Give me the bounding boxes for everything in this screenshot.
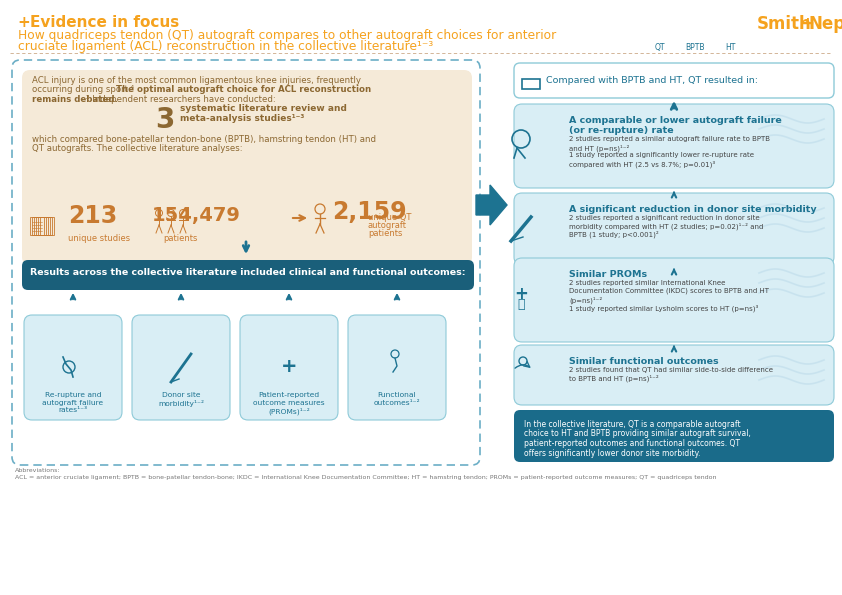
Text: 3: 3 [156, 107, 175, 134]
Text: ACL injury is one of the most common ligamentous knee injuries, frequently: ACL injury is one of the most common lig… [32, 76, 361, 85]
Text: morbidity compared with HT (2 studies; p=0.02)¹⁻² and: morbidity compared with HT (2 studies; p… [569, 223, 764, 230]
Text: Documentation Committee (IKDC) scores to BPTB and HT: Documentation Committee (IKDC) scores to… [569, 288, 769, 295]
Text: occurring during sport.⁴: occurring during sport.⁴ [32, 86, 137, 95]
Text: 👍: 👍 [517, 298, 525, 311]
Text: systematic literature review and: systematic literature review and [180, 104, 347, 114]
FancyBboxPatch shape [514, 193, 834, 265]
Text: A significant reduction in donor site morbidity: A significant reduction in donor site mo… [569, 205, 817, 214]
Text: HT: HT [725, 43, 735, 52]
Text: (p=ns)¹⁻²: (p=ns)¹⁻² [569, 296, 602, 303]
Text: which compared bone-patellar tendon-bone (BPTB), hamstring tendon (HT) and: which compared bone-patellar tendon-bone… [32, 135, 376, 144]
Text: In the collective literature, QT is a comparable autograft: In the collective literature, QT is a co… [524, 420, 741, 429]
Text: 2 studies reported a significant reduction in donor site: 2 studies reported a significant reducti… [569, 215, 759, 221]
FancyBboxPatch shape [22, 70, 472, 265]
Text: 2 studies reported similar International Knee: 2 studies reported similar International… [569, 280, 725, 286]
Text: Donor site
morbidity¹⁻²: Donor site morbidity¹⁻² [158, 392, 204, 407]
Text: Similar PROMs: Similar PROMs [569, 270, 647, 279]
Text: Similar functional outcomes: Similar functional outcomes [569, 357, 718, 366]
Text: 2 studies found that QT had similar side-to-side difference: 2 studies found that QT had similar side… [569, 367, 773, 373]
Text: choice to HT and BPTB providing similar autograft survival,: choice to HT and BPTB providing similar … [524, 430, 751, 439]
Text: Evidence in focus: Evidence in focus [30, 15, 179, 30]
Text: +: + [514, 285, 528, 303]
FancyBboxPatch shape [514, 63, 834, 98]
Text: Compared with BPTB and HT, QT resulted in:: Compared with BPTB and HT, QT resulted i… [546, 76, 758, 85]
Text: cruciate ligament (ACL) reconstruction in the collective literature¹⁻³: cruciate ligament (ACL) reconstruction i… [18, 40, 434, 53]
FancyBboxPatch shape [24, 315, 122, 420]
Text: compared with HT (2.5 vs 8.7%; p=0.01)³: compared with HT (2.5 vs 8.7%; p=0.01)³ [569, 160, 715, 168]
Text: QT autografts. The collective literature analyses:: QT autografts. The collective literature… [32, 145, 242, 154]
Text: to BPTB and HT (p=ns)¹⁻²: to BPTB and HT (p=ns)¹⁻² [569, 375, 658, 383]
Text: BPTB: BPTB [685, 43, 705, 52]
Text: Smith: Smith [757, 15, 812, 33]
Text: Abbreviations:: Abbreviations: [15, 468, 61, 473]
Text: unique QT: unique QT [368, 214, 412, 223]
Text: patient-reported outcomes and functional outcomes. QT: patient-reported outcomes and functional… [524, 439, 740, 448]
FancyBboxPatch shape [348, 315, 446, 420]
Text: The optimal autograft choice for ACL reconstruction: The optimal autograft choice for ACL rec… [115, 86, 370, 95]
Text: +: + [18, 15, 36, 30]
Text: 213: 213 [68, 204, 117, 228]
Text: remains debated.: remains debated. [32, 95, 118, 104]
FancyBboxPatch shape [22, 260, 474, 290]
Text: 154,479: 154,479 [152, 206, 241, 226]
FancyBboxPatch shape [514, 345, 834, 405]
Text: +: + [280, 358, 297, 377]
Text: +: + [800, 15, 814, 33]
Text: Functional
outcomes¹⁻²: Functional outcomes¹⁻² [374, 392, 420, 406]
Text: How quadriceps tendon (QT) autograft compares to other autograft choices for ant: How quadriceps tendon (QT) autograft com… [18, 29, 557, 42]
FancyBboxPatch shape [514, 104, 834, 188]
Text: ACL = anterior cruciate ligament; BPTB = bone-patellar tendon-bone; IKDC = Inter: ACL = anterior cruciate ligament; BPTB =… [15, 475, 717, 480]
Text: ² Independent researchers have conducted:: ² Independent researchers have conducted… [86, 95, 275, 104]
Text: 1 study reported similar Lysholm scores to HT (p=ns)³: 1 study reported similar Lysholm scores … [569, 304, 759, 312]
FancyBboxPatch shape [514, 258, 834, 342]
Text: Results across the collective literature included clinical and functional outcom: Results across the collective literature… [30, 268, 466, 277]
Text: patients: patients [163, 234, 197, 243]
Text: meta-analysis studies¹⁻³: meta-analysis studies¹⁻³ [180, 114, 304, 123]
Text: Re-rupture and
autograft failure
rates¹⁻³: Re-rupture and autograft failure rates¹⁻… [42, 392, 104, 414]
Text: offers significantly lower donor site morbidity.: offers significantly lower donor site mo… [524, 449, 701, 458]
Text: Patient-reported
outcome measures
(PROMs)¹⁻²: Patient-reported outcome measures (PROMs… [253, 392, 325, 415]
Text: autograft: autograft [368, 221, 407, 230]
Polygon shape [476, 185, 507, 225]
Text: 2 studies reported a similar autograft failure rate to BPTB: 2 studies reported a similar autograft f… [569, 136, 770, 142]
Text: (or re-rupture) rate: (or re-rupture) rate [569, 126, 674, 135]
Text: patients: patients [368, 230, 402, 239]
Text: unique studies: unique studies [68, 234, 131, 243]
FancyBboxPatch shape [12, 60, 480, 465]
FancyBboxPatch shape [514, 410, 834, 462]
Text: 1 study reported a significantly lower re-rupture rate: 1 study reported a significantly lower r… [569, 152, 754, 158]
Text: QT: QT [655, 43, 665, 52]
FancyBboxPatch shape [132, 315, 230, 420]
Text: BPTB (1 study; p<0.001)²: BPTB (1 study; p<0.001)² [569, 231, 658, 239]
FancyBboxPatch shape [240, 315, 338, 420]
Text: Nephew: Nephew [808, 15, 842, 33]
Text: 2,159: 2,159 [332, 200, 407, 224]
Text: A comparable or lower autograft failure: A comparable or lower autograft failure [569, 116, 781, 125]
Text: and HT (p=ns)¹⁻²: and HT (p=ns)¹⁻² [569, 144, 629, 152]
